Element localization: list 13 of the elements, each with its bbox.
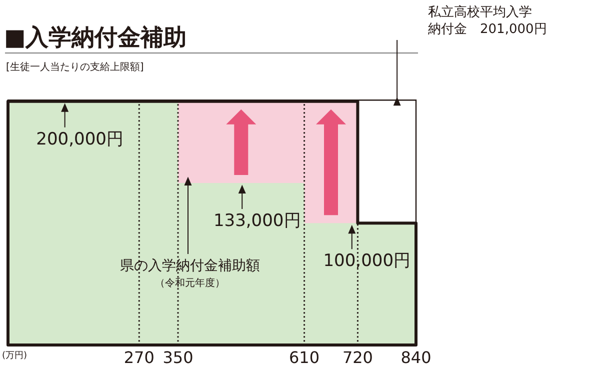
x-tick-label: 350 [162, 348, 194, 367]
ref-line-label: 私立高校平均入学納付金 201,000円 [428, 4, 547, 37]
x-tick-label: 610 [289, 348, 320, 367]
annotation: 133,000円 [213, 210, 301, 231]
chart-title: ■入学納付金補助 [4, 25, 187, 51]
annotation: 県の入学納付金補助額 [120, 258, 260, 274]
x-tick-label: 840 [400, 348, 432, 367]
annotation: 100,000円 [323, 251, 411, 272]
x-axis-title: (万円) [2, 351, 28, 361]
x-tick-label: 720 [342, 348, 373, 367]
chart-subtitle: [生徒一人当たりの支給上限額] [6, 61, 144, 73]
x-tick-label: 270 [124, 348, 154, 367]
annotation: 200,000円 [36, 129, 124, 150]
